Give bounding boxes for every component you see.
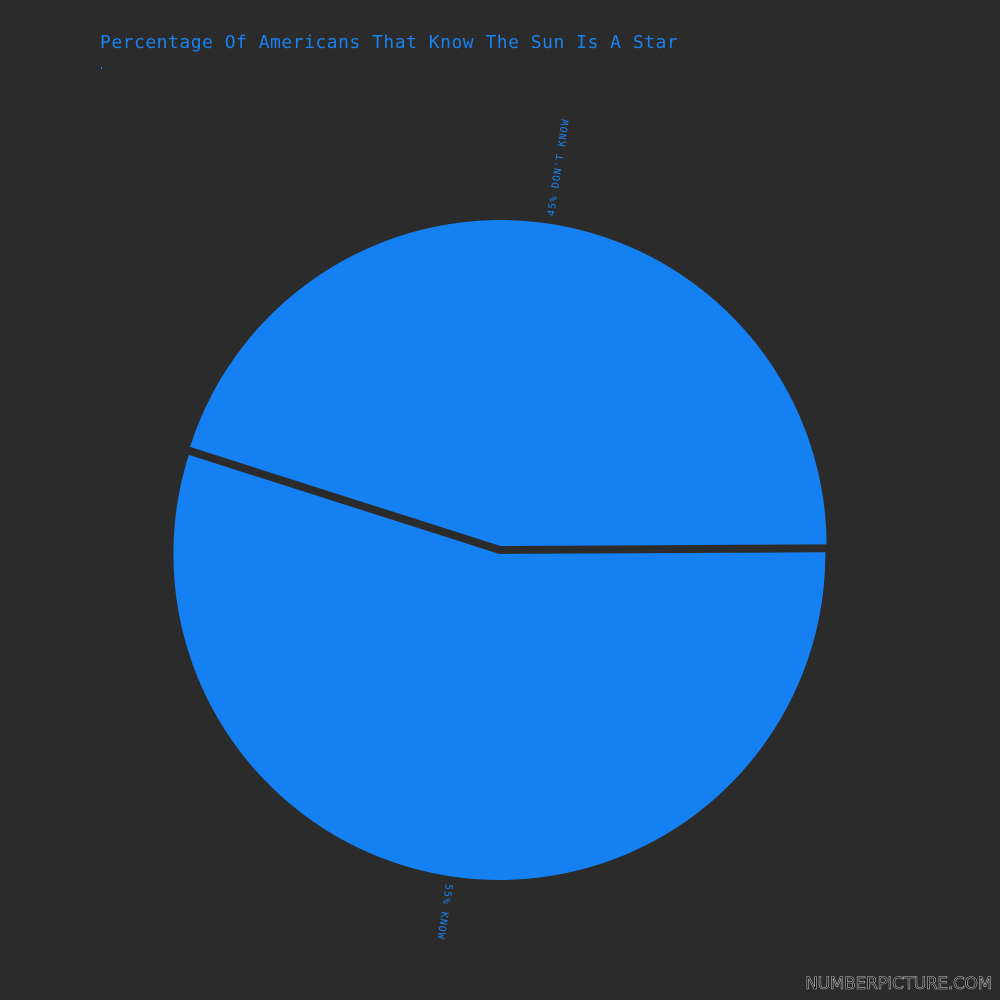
chart-title: Percentage Of Americans That Know The Su… (100, 32, 679, 53)
pie-label-know: 55% KNOW (434, 883, 453, 940)
pie-slices (173, 220, 827, 880)
pie-label-dont-know: 45% DON'T KNOW (546, 118, 572, 217)
pie-slice-know (173, 454, 826, 880)
site-watermark: NUMBERPICTURE.COM (805, 974, 993, 995)
title-underline-mark (101, 67, 102, 69)
pie-slice-dont-know (190, 220, 827, 547)
